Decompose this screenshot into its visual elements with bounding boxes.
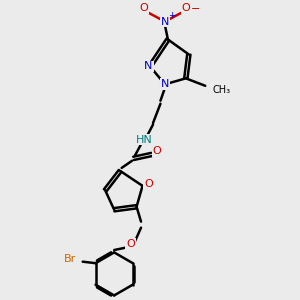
Text: O: O	[152, 146, 161, 157]
Text: O: O	[126, 239, 135, 249]
Text: O: O	[140, 3, 148, 13]
Text: +: +	[168, 11, 175, 20]
Text: N: N	[161, 16, 169, 27]
Text: O: O	[182, 3, 190, 13]
Text: N: N	[161, 79, 169, 89]
Text: N: N	[144, 61, 153, 71]
Text: −: −	[191, 4, 200, 14]
Text: O: O	[144, 179, 153, 189]
Text: Br: Br	[64, 254, 76, 264]
Text: HN: HN	[136, 134, 152, 145]
Text: CH₃: CH₃	[213, 85, 231, 95]
